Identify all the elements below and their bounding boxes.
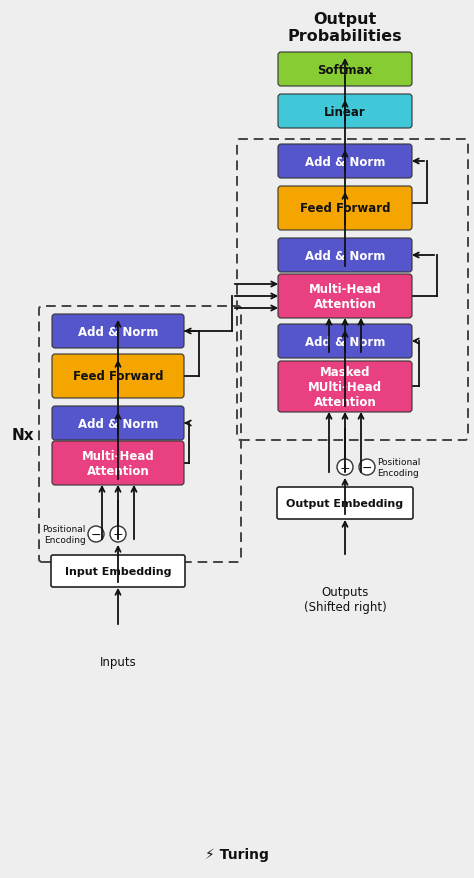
Text: Multi-Head
Attention: Multi-Head Attention [309,283,382,311]
Text: Inputs: Inputs [100,655,137,668]
Text: +: + [113,528,123,541]
Circle shape [110,527,126,543]
Text: Add & Norm: Add & Norm [305,335,385,348]
FancyBboxPatch shape [52,314,184,349]
FancyBboxPatch shape [277,487,413,520]
Text: −: − [362,461,372,474]
FancyBboxPatch shape [278,95,412,129]
Text: Nx: Nx [473,282,474,297]
FancyBboxPatch shape [51,556,185,587]
FancyBboxPatch shape [278,362,412,413]
Text: +: + [340,461,350,474]
Text: Add & Norm: Add & Norm [78,325,158,338]
FancyBboxPatch shape [52,407,184,441]
Circle shape [337,459,353,476]
Text: Input Embedding: Input Embedding [65,566,171,576]
FancyBboxPatch shape [278,275,412,319]
FancyBboxPatch shape [52,442,184,486]
Text: Nx: Nx [11,427,34,442]
Text: Positional
Encoding: Positional Encoding [377,457,420,477]
FancyBboxPatch shape [278,239,412,273]
Text: Add & Norm: Add & Norm [305,155,385,169]
Text: ⚡ Turing: ⚡ Turing [205,847,269,861]
Text: Feed Forward: Feed Forward [73,371,163,383]
FancyBboxPatch shape [278,53,412,87]
Text: Output
Probabilities: Output Probabilities [288,12,402,45]
FancyBboxPatch shape [278,325,412,358]
Text: Softmax: Softmax [318,63,373,76]
Text: Output Embedding: Output Embedding [286,499,403,508]
Circle shape [88,527,104,543]
Text: Positional
Encoding: Positional Encoding [43,525,86,544]
Text: Add & Norm: Add & Norm [78,417,158,430]
Text: Add & Norm: Add & Norm [305,249,385,263]
FancyBboxPatch shape [52,355,184,399]
FancyBboxPatch shape [278,145,412,179]
Text: Masked
MUlti-Head
Attention: Masked MUlti-Head Attention [308,365,382,409]
Text: Feed Forward: Feed Forward [300,202,390,215]
FancyBboxPatch shape [278,187,412,231]
Text: Outputs
(Shifted right): Outputs (Shifted right) [304,586,386,614]
Text: Multi-Head
Attention: Multi-Head Attention [82,450,155,478]
Text: Linear: Linear [324,105,366,119]
Circle shape [359,459,375,476]
Text: −: − [91,528,101,541]
